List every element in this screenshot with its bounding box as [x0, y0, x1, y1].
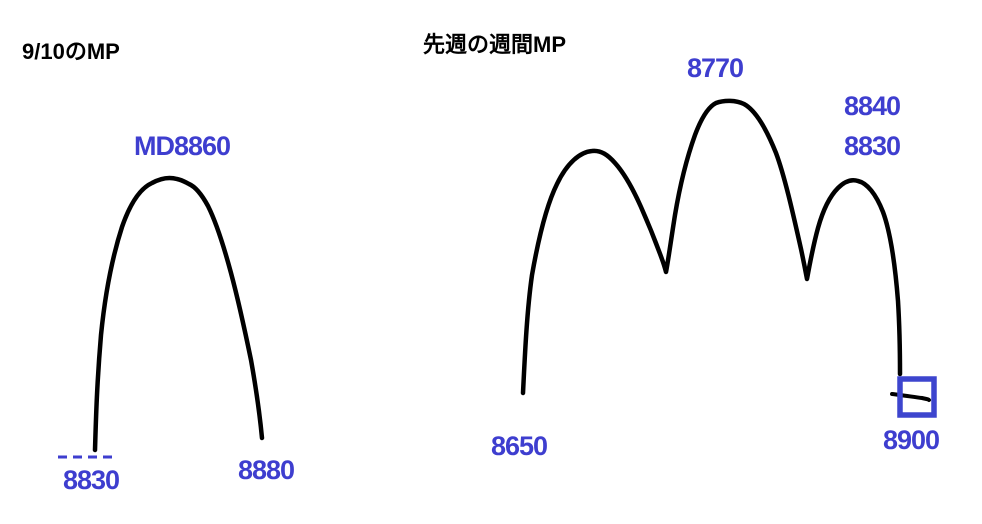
right-lower-price-label: 8830 — [844, 131, 901, 161]
left-bottom-right-price-label: 8880 — [238, 455, 295, 485]
left-mp-curve — [92, 175, 265, 453]
right-bottom-right-price-label: 8900 — [883, 425, 940, 455]
right-mp-curve — [520, 98, 903, 396]
right-bottom-left-price-label: 8650 — [491, 431, 548, 461]
left-figure-title: 9/10のMP — [22, 39, 120, 64]
left-peak-price-label: MD8860 — [134, 131, 231, 161]
highlight-box — [897, 376, 937, 418]
right-middle-peak-price-label: 8770 — [687, 53, 744, 83]
right-upper-price-label: 8840 — [844, 91, 901, 121]
left-bottom-left-price-label: 8830 — [63, 465, 120, 495]
right-figure-title: 先週の週間MP — [423, 32, 567, 57]
